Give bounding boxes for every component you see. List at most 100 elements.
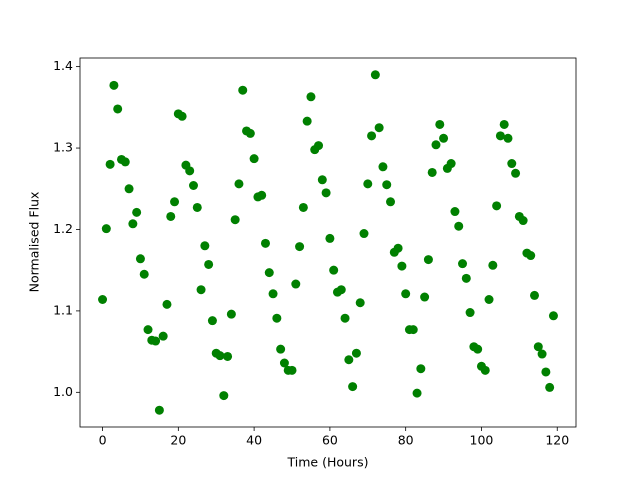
point	[101, 224, 111, 234]
point	[276, 344, 286, 354]
y-tick-label: 1.3	[53, 140, 73, 155]
point	[298, 202, 308, 212]
point	[499, 119, 509, 129]
x-tick-label: 0	[99, 433, 107, 448]
point	[177, 111, 187, 121]
point	[401, 289, 411, 299]
point	[188, 181, 198, 191]
point	[431, 140, 441, 150]
y-tick-label: 1.4	[53, 58, 73, 73]
point	[511, 168, 521, 178]
point	[132, 207, 142, 217]
y-tick-label: 1.2	[53, 221, 73, 236]
point	[458, 259, 468, 269]
point	[124, 184, 134, 194]
point	[370, 70, 380, 80]
point	[530, 290, 540, 300]
point	[287, 365, 297, 375]
point	[139, 269, 149, 279]
point	[427, 167, 437, 177]
point	[412, 388, 422, 398]
point	[321, 188, 331, 198]
point	[219, 391, 229, 401]
point	[317, 175, 327, 185]
x-axis-label: Time (Hours)	[287, 455, 369, 470]
point	[461, 273, 471, 283]
x-tick-label: 120	[545, 433, 569, 448]
point	[170, 197, 180, 207]
point	[109, 80, 119, 90]
y-tick-label: 1.0	[53, 384, 73, 399]
point	[162, 299, 172, 309]
point	[363, 179, 373, 189]
point	[439, 133, 449, 143]
point	[526, 251, 536, 261]
point	[257, 190, 267, 200]
y-tick-label: 1.1	[53, 302, 73, 317]
point	[408, 325, 418, 335]
point	[151, 336, 161, 346]
point	[143, 325, 153, 335]
point	[423, 255, 433, 265]
point	[420, 292, 430, 302]
point	[416, 364, 426, 374]
point	[196, 285, 206, 295]
point	[329, 265, 339, 275]
point	[537, 349, 547, 359]
point	[336, 285, 346, 295]
x-tick-label: 80	[398, 433, 414, 448]
point	[98, 294, 108, 304]
point	[541, 367, 551, 377]
point	[492, 201, 502, 211]
point	[450, 207, 460, 217]
point	[359, 229, 369, 239]
x-tick-label: 20	[170, 433, 186, 448]
point	[215, 351, 225, 361]
point	[355, 298, 365, 308]
point	[325, 233, 335, 243]
point	[465, 308, 475, 318]
point	[166, 211, 176, 221]
point	[435, 119, 445, 129]
point	[113, 104, 123, 114]
point	[245, 128, 255, 138]
point	[382, 180, 392, 190]
point	[344, 355, 354, 365]
point	[518, 216, 528, 226]
x-tick-label: 40	[246, 433, 262, 448]
point	[238, 85, 248, 95]
point	[340, 313, 350, 323]
point	[128, 219, 138, 229]
point	[545, 382, 555, 392]
point	[454, 221, 464, 231]
point	[200, 241, 210, 251]
point	[348, 382, 358, 392]
point	[192, 202, 202, 212]
point	[272, 313, 282, 323]
point	[548, 311, 558, 321]
point	[105, 159, 115, 169]
point	[120, 157, 130, 167]
point	[291, 279, 301, 289]
point	[185, 166, 195, 176]
point	[264, 268, 274, 278]
point	[378, 162, 388, 172]
point	[446, 159, 456, 169]
point	[230, 215, 240, 225]
point	[314, 141, 324, 151]
point	[533, 342, 543, 352]
point	[484, 294, 494, 304]
point	[268, 289, 278, 299]
point	[154, 405, 164, 415]
x-tick-label: 60	[322, 433, 338, 448]
point	[158, 331, 168, 341]
point	[393, 243, 403, 253]
point	[302, 116, 312, 126]
point	[223, 351, 233, 361]
point	[234, 179, 244, 189]
point	[204, 259, 214, 269]
point	[351, 348, 361, 358]
point	[507, 159, 517, 169]
point	[260, 238, 270, 248]
